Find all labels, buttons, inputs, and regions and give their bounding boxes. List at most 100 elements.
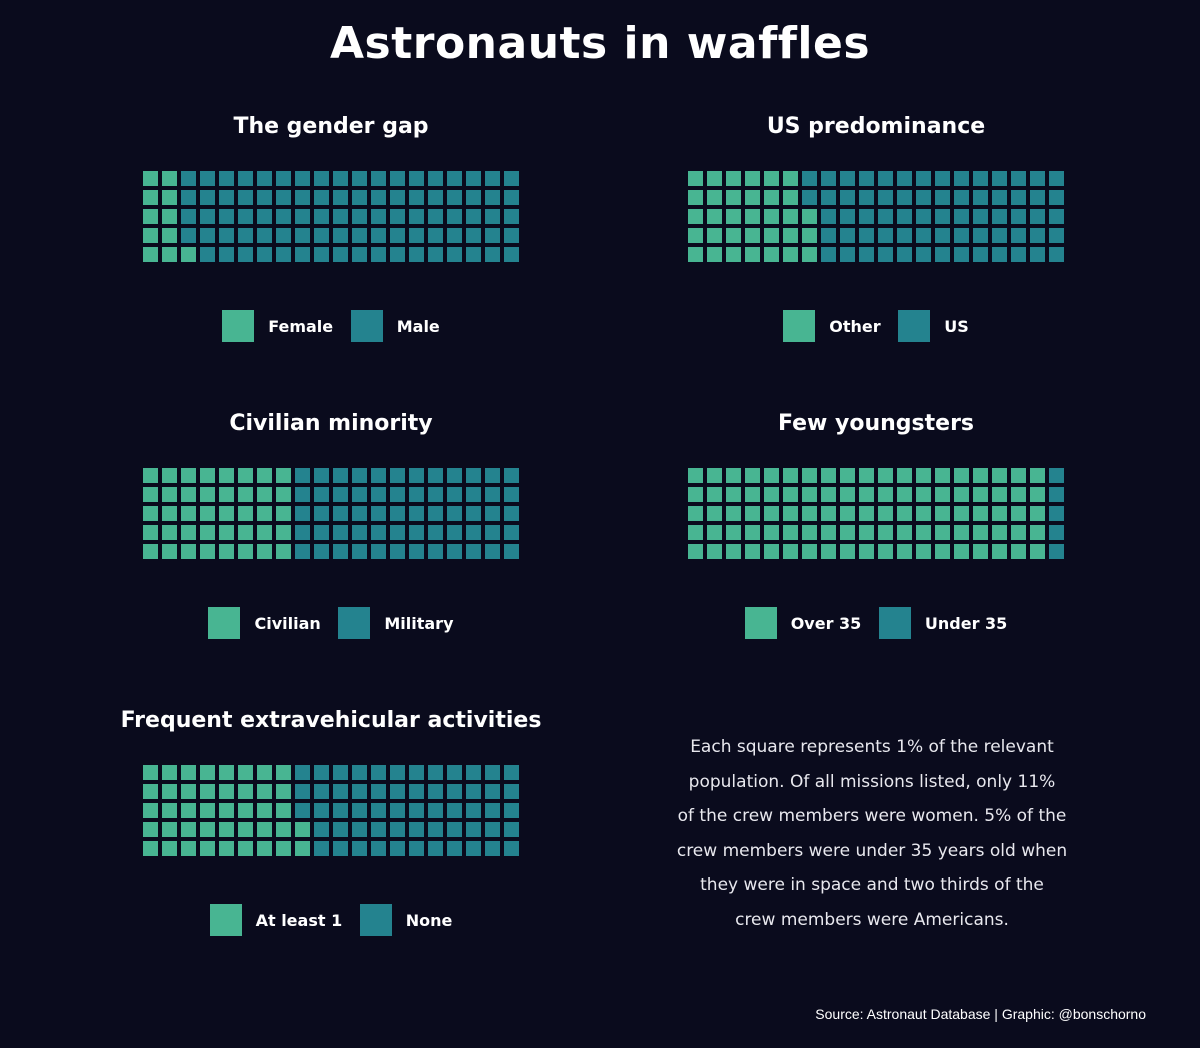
waffle-square-over-35 xyxy=(764,544,779,559)
waffle-square-over-35 xyxy=(840,544,855,559)
waffle-square-military xyxy=(409,544,424,559)
waffle-square-military xyxy=(333,544,348,559)
waffle-square-male xyxy=(504,171,519,186)
waffle-square-military xyxy=(314,525,329,540)
waffle-square-female xyxy=(143,209,158,224)
waffle-square-male xyxy=(276,209,291,224)
waffle-square-male xyxy=(238,209,253,224)
waffle-square-us xyxy=(821,247,836,262)
waffle-square-us xyxy=(935,209,950,224)
waffle-square-over-35 xyxy=(916,506,931,521)
waffle-square-at-least-1 xyxy=(181,765,196,780)
legend-label: Other xyxy=(829,316,881,336)
waffle-square-other xyxy=(745,247,760,262)
legend-swatch xyxy=(222,310,255,342)
waffle-square-over-35 xyxy=(821,506,836,521)
waffle-square-military xyxy=(409,506,424,521)
note-line: of the crew members were women. 5% of th… xyxy=(677,806,1067,827)
waffle-square-over-35 xyxy=(859,468,874,483)
waffle-square-over-35 xyxy=(688,525,703,540)
waffle-square-over-35 xyxy=(859,525,874,540)
waffle-square-none xyxy=(371,822,386,837)
waffle-square-over-35 xyxy=(707,506,722,521)
waffle-square-us xyxy=(859,171,874,186)
waffle-square-at-least-1 xyxy=(257,784,272,799)
waffle-square-none xyxy=(390,841,405,856)
waffle-square-female xyxy=(162,209,177,224)
waffle-panel-occupation: Civilian minority Civilian Military xyxy=(58,411,604,681)
waffle-square-over-35 xyxy=(1030,506,1045,521)
waffle-square-over-35 xyxy=(783,487,798,502)
waffle-square-civilian xyxy=(276,544,291,559)
waffle-square-over-35 xyxy=(878,544,893,559)
waffle-square-none xyxy=(428,765,443,780)
waffle-square-male xyxy=(238,190,253,205)
waffle-square-male xyxy=(352,190,367,205)
waffle-square-us xyxy=(840,209,855,224)
waffle-square-male xyxy=(200,209,215,224)
waffle-square-none xyxy=(295,803,310,818)
waffle-square-military xyxy=(333,468,348,483)
waffle-square-none xyxy=(390,765,405,780)
waffle-square-at-least-1 xyxy=(257,765,272,780)
waffle-square-male xyxy=(200,228,215,243)
waffle-square-over-35 xyxy=(688,544,703,559)
waffle-square-male xyxy=(219,190,234,205)
waffle-square-civilian xyxy=(238,525,253,540)
waffle-square-military xyxy=(485,468,500,483)
waffle-square-us xyxy=(1011,190,1026,205)
waffle-square-none xyxy=(314,822,329,837)
waffle-square-over-35 xyxy=(821,544,836,559)
waffle-square-other xyxy=(707,190,722,205)
waffle-square-none xyxy=(466,803,481,818)
note-line: crew members were under 35 years old whe… xyxy=(676,840,1068,861)
waffle-square-us xyxy=(802,190,817,205)
waffle-square-male xyxy=(181,171,196,186)
waffle-square-at-least-1 xyxy=(276,841,291,856)
waffle-square-over-35 xyxy=(973,525,988,540)
waffle-square-over-35 xyxy=(897,506,912,521)
legend-item: Over 35 xyxy=(744,607,861,639)
waffle-square-over-35 xyxy=(764,525,779,540)
waffle-square-over-35 xyxy=(726,468,741,483)
waffle-square-male xyxy=(447,209,462,224)
waffle-square-civilian xyxy=(238,468,253,483)
waffle-square-none xyxy=(485,803,500,818)
waffle-square-civilian xyxy=(181,468,196,483)
waffle-square-other xyxy=(745,190,760,205)
waffle-square-other xyxy=(764,171,779,186)
legend-swatch xyxy=(878,607,911,639)
waffle-square-none xyxy=(314,784,329,799)
waffle-square-civilian xyxy=(276,468,291,483)
waffle-square-at-least-1 xyxy=(181,822,196,837)
waffle-square-over-35 xyxy=(992,487,1007,502)
waffle-square-under-35 xyxy=(1049,506,1064,521)
waffle-square-military xyxy=(295,487,310,502)
waffle-square-under-35 xyxy=(1049,468,1064,483)
waffle-square-over-35 xyxy=(802,468,817,483)
waffle-square-military xyxy=(352,525,367,540)
waffle-square-male xyxy=(352,209,367,224)
waffle-square-over-35 xyxy=(726,525,741,540)
waffle-square-over-35 xyxy=(1030,525,1045,540)
waffle-square-over-35 xyxy=(859,487,874,502)
waffle-square-none xyxy=(390,822,405,837)
waffle-square-civilian xyxy=(143,487,158,502)
waffle-square-at-least-1 xyxy=(162,765,177,780)
waffle-square-civilian xyxy=(276,525,291,540)
waffle-square-female xyxy=(143,228,158,243)
waffle-square-male xyxy=(428,209,443,224)
waffle-square-none xyxy=(371,803,386,818)
waffle-square-us xyxy=(1030,171,1045,186)
waffle-square-military xyxy=(504,487,519,502)
waffle-square-us xyxy=(954,247,969,262)
waffle-square-male xyxy=(485,209,500,224)
waffle-square-military xyxy=(390,506,405,521)
waffle-square-over-35 xyxy=(707,487,722,502)
waffle-square-none xyxy=(466,841,481,856)
waffle-square-civilian xyxy=(143,506,158,521)
waffle-square-us xyxy=(1049,247,1064,262)
waffle-square-us xyxy=(992,228,1007,243)
waffle-square-us xyxy=(916,247,931,262)
waffle-square-at-least-1 xyxy=(200,784,215,799)
